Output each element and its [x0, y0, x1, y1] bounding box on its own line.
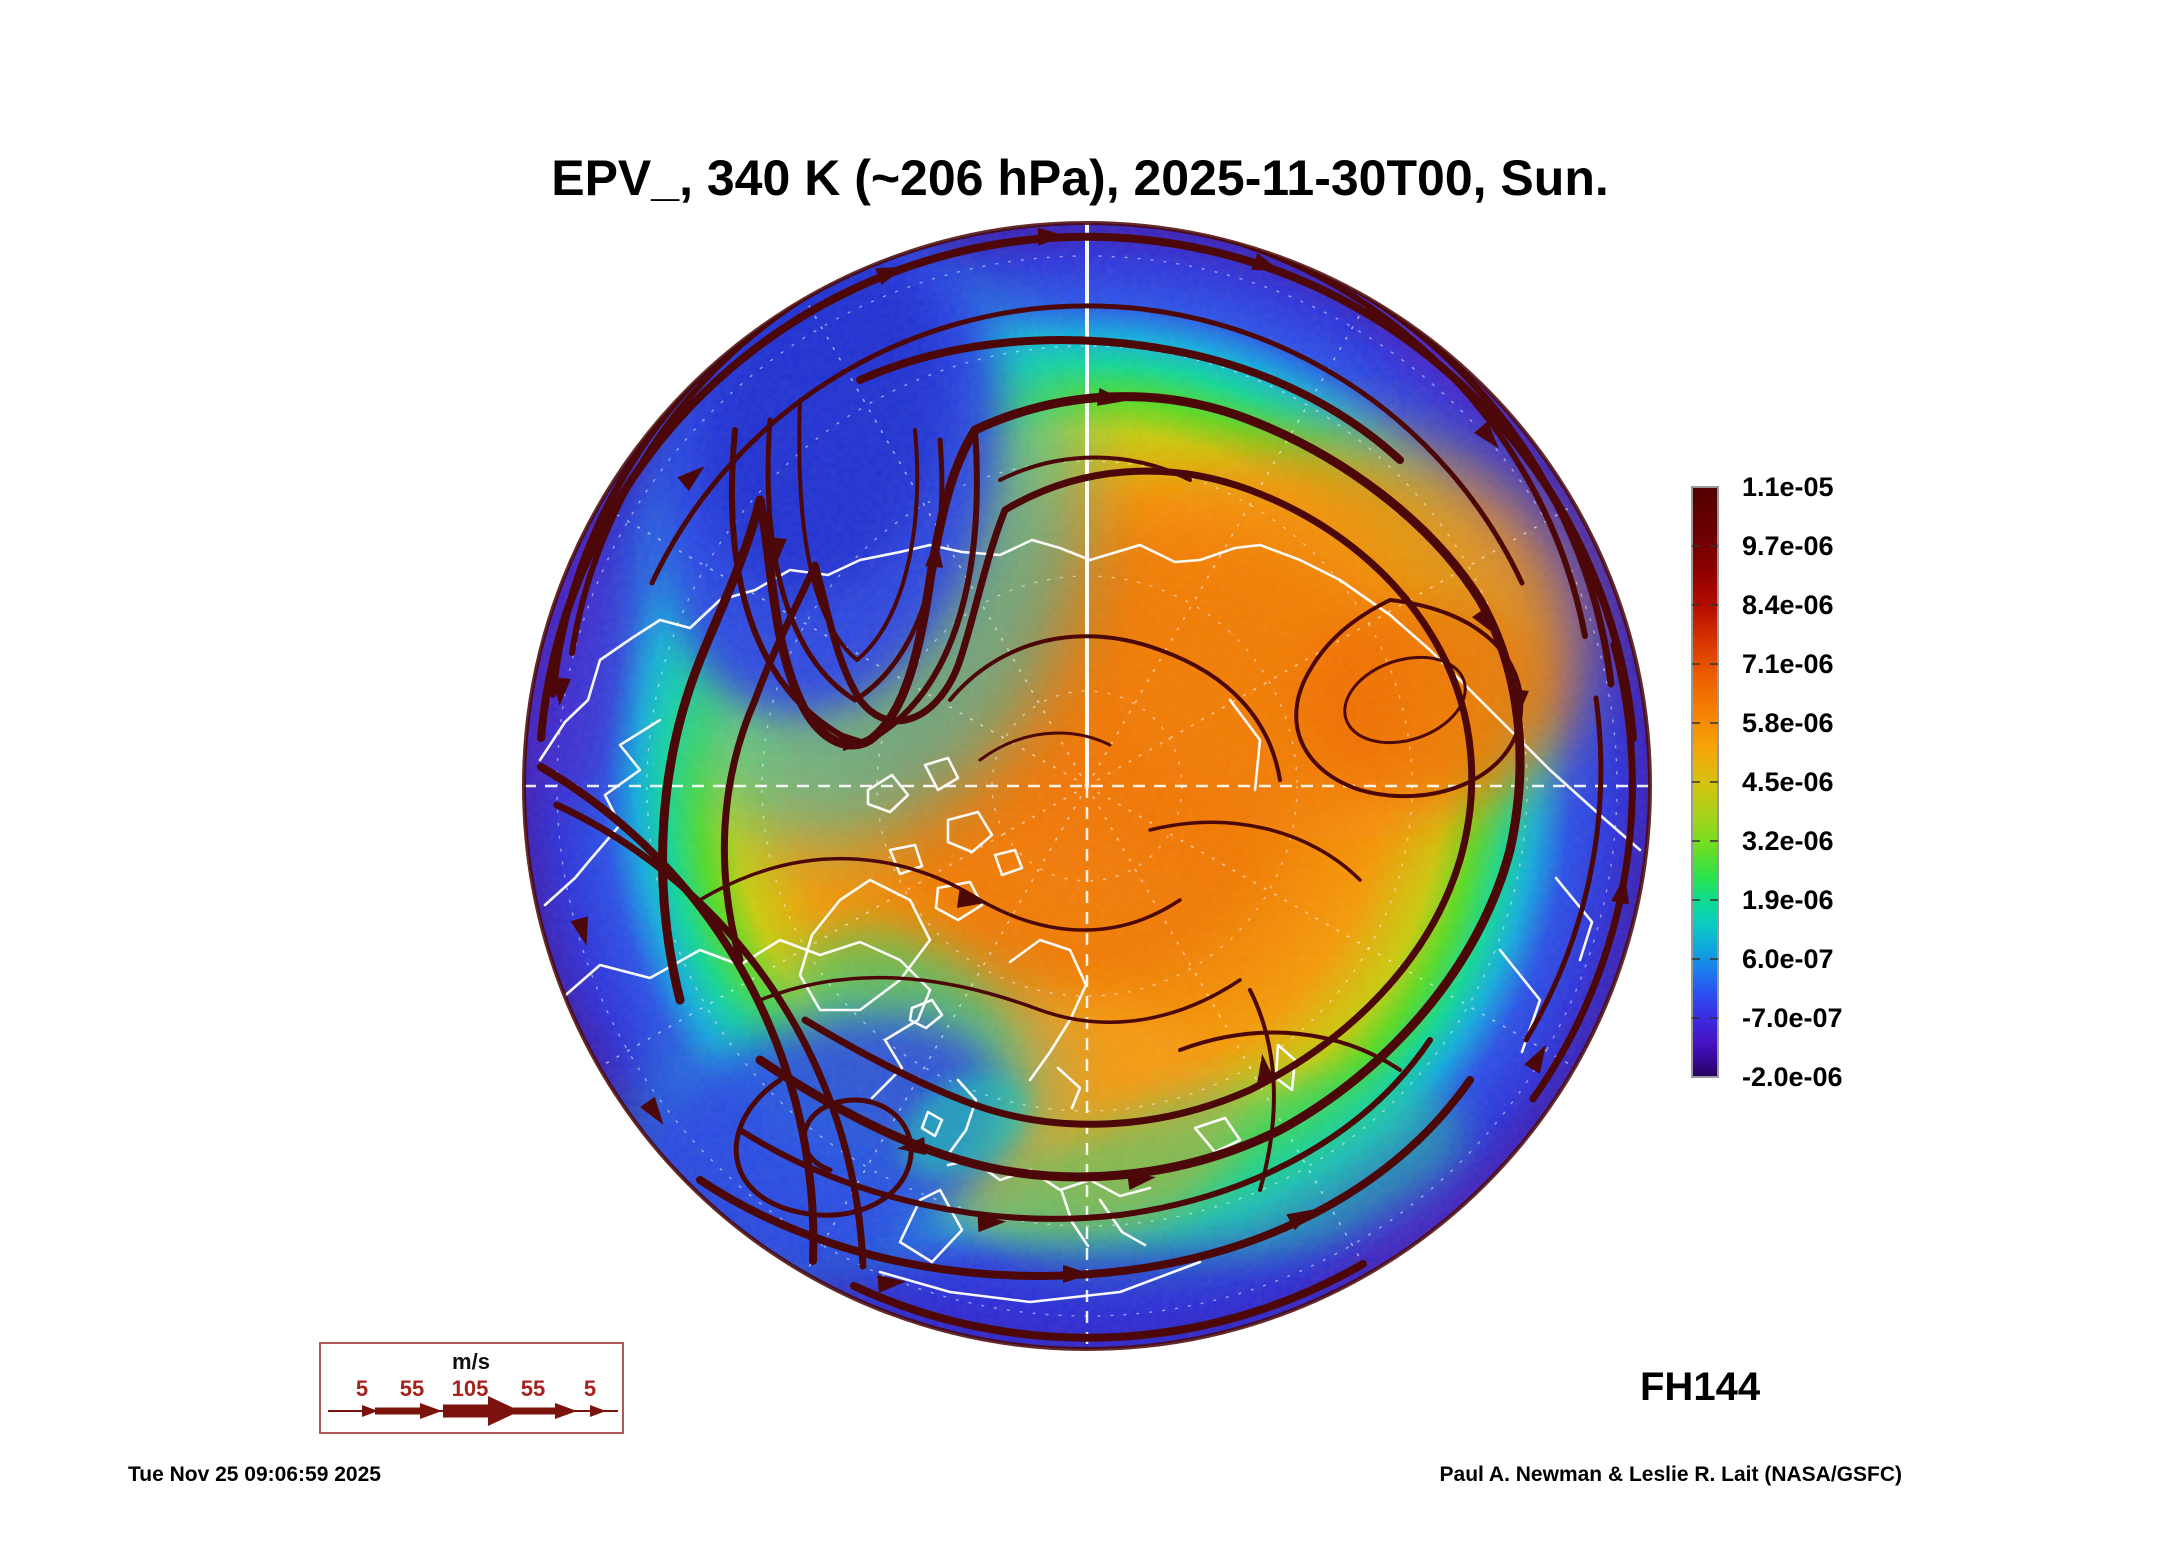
colorbar-tick-label: -7.0e-07	[1742, 1003, 1843, 1033]
colorbar-tick-label: 3.2e-06	[1742, 826, 1834, 856]
colorbar-tick-label: -2.0e-06	[1742, 1062, 1843, 1092]
map-rim	[522, 221, 1652, 1351]
colorbar-tick-label: 4.5e-06	[1742, 767, 1834, 797]
colorbar: 1.1e-05 9.7e-06 8.4e-06 7.1e-06 5.8e-06 …	[1691, 472, 1843, 1092]
wind-speed-legend: m/s 5 55 105 55 5	[319, 1342, 624, 1434]
colorbar-tick-label: 5.8e-06	[1742, 708, 1834, 738]
colorbar-tick-label: 1.1e-05	[1742, 472, 1834, 502]
wind-legend-value: 55	[400, 1376, 424, 1401]
generation-timestamp: Tue Nov 25 09:06:59 2025	[128, 1463, 381, 1486]
wind-legend-value: 105	[452, 1376, 489, 1401]
wind-legend-box	[319, 1342, 624, 1434]
colorbar-tick-label: 9.7e-06	[1742, 531, 1834, 561]
credit-line: Paul A. Newman & Leslie R. Lait (NASA/GS…	[1440, 1463, 1902, 1486]
wind-scale-arrow	[328, 1396, 618, 1426]
wind-legend-value: 55	[521, 1376, 545, 1401]
wind-legend-unit: m/s	[452, 1349, 490, 1374]
colorbar-tick-label: 1.9e-06	[1742, 885, 1834, 915]
colorbar-tick-label: 6.0e-07	[1742, 944, 1834, 974]
colorbar-tick-label: 8.4e-06	[1742, 590, 1834, 620]
wind-streamlines	[537, 223, 1637, 1342]
colorbar-tick-label: 7.1e-06	[1742, 649, 1834, 679]
wind-legend-value: 5	[356, 1376, 368, 1401]
coastlines	[538, 538, 1642, 1304]
page-title: EPV_, 340 K (~206 hPa), 2025-11-30T00, S…	[551, 150, 1609, 206]
colorbar-ticks	[1692, 545, 1718, 1019]
polar-map	[522, 221, 1652, 1351]
forecast-hour-label: FH144	[1640, 1365, 1761, 1409]
wind-legend-value: 5	[584, 1376, 596, 1401]
streamline-arrows	[552, 227, 1630, 1293]
